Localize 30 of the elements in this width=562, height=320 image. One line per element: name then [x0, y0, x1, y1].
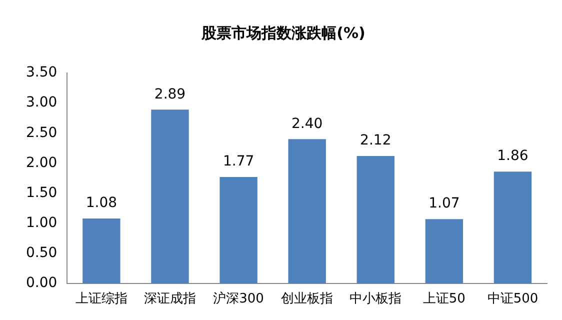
- data-label: 1.86: [497, 148, 528, 164]
- bar: [494, 172, 532, 284]
- x-tick-label: 深证成指: [144, 292, 196, 307]
- bar: [220, 177, 258, 284]
- data-label: 1.77: [222, 154, 254, 170]
- y-tick-label: 3.50: [26, 64, 58, 81]
- data-label: 2.12: [360, 132, 392, 149]
- data-label: 2.40: [292, 116, 323, 132]
- x-tick-label: 中小板指: [350, 292, 402, 307]
- chart-title: 股票市场指数涨跌幅(%): [200, 24, 366, 42]
- data-label: 2.89: [154, 86, 186, 102]
- y-tick-label: 0.50: [26, 244, 58, 261]
- y-tick-label: 3.00: [26, 94, 58, 111]
- data-label: 1.08: [86, 195, 118, 212]
- x-tick-label: 上证综指: [75, 292, 128, 307]
- y-tick-label: 1.00: [26, 214, 58, 231]
- x-tick-label: 沪深300: [213, 290, 264, 307]
- y-tick-label: 2.00: [26, 154, 58, 171]
- y-tick-label: 2.50: [26, 124, 58, 141]
- x-tick-label: 上证50: [422, 292, 466, 307]
- y-tick-label: 1.50: [26, 184, 58, 201]
- x-tick-label: 中证500: [487, 292, 538, 307]
- bar: [425, 219, 464, 284]
- bar: [82, 218, 120, 284]
- y-tick-label: 0.00: [26, 275, 58, 292]
- bar: [288, 139, 326, 284]
- x-tick-label: 创业板指: [281, 292, 334, 307]
- bar: [356, 156, 394, 284]
- data-label: 1.07: [428, 196, 460, 212]
- bar: [151, 110, 189, 284]
